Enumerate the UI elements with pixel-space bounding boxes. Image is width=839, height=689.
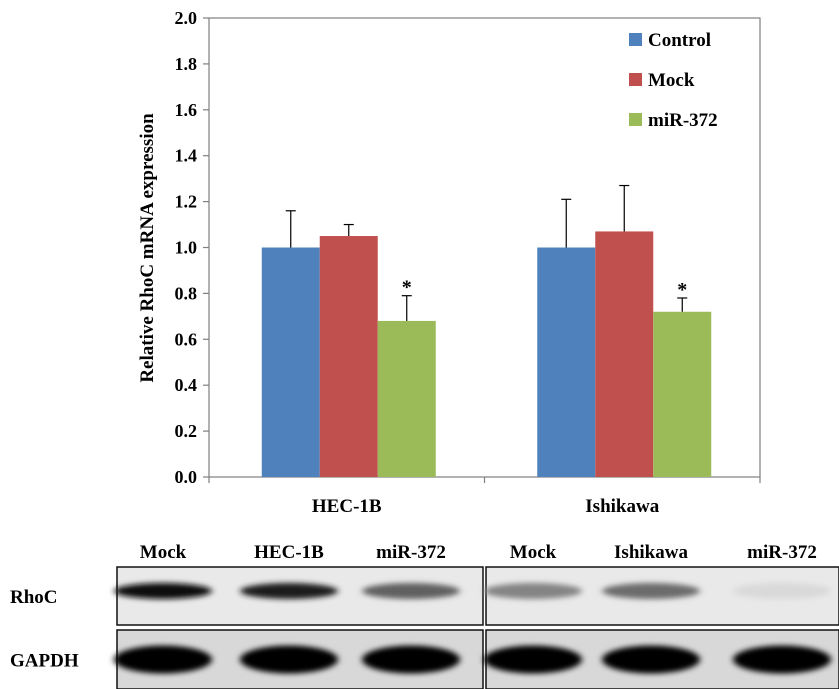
blot-band [362, 645, 460, 674]
blot-lane-label: Ishikawa [614, 542, 688, 563]
blot-band [240, 645, 338, 674]
blot-band [602, 645, 700, 674]
y-axis-label: Relative RhoC mRNA expression [137, 113, 158, 383]
blot-band [733, 645, 831, 674]
blot-lane-label: Mock [510, 542, 557, 563]
x-tick-label: HEC-1B [312, 496, 382, 517]
blot-band [114, 583, 212, 599]
blot-row-label: RhoC [10, 587, 58, 608]
bar-chart: Relative RhoC mRNA expression 0.0 0.2 0.4 0… [137, 8, 761, 517]
blot-band [484, 583, 582, 599]
significance-star: * [677, 279, 687, 301]
y-tick-label: 0.2 [175, 421, 198, 441]
y-tick-label: 0.4 [175, 375, 198, 395]
bar [377, 320, 436, 477]
x-tick-label: Ishikawa [585, 496, 659, 517]
legend-label: miR-372 [648, 110, 718, 131]
blot-band [362, 583, 460, 599]
blot-band [484, 645, 582, 674]
bar [537, 247, 596, 477]
bar [595, 231, 654, 477]
bar [261, 247, 320, 477]
bar [653, 311, 712, 477]
blot-lane-label: miR-372 [376, 542, 446, 563]
blot-row-label: GAPDH [10, 651, 79, 672]
legend-swatch [629, 73, 642, 86]
bar [319, 236, 378, 477]
y-tick-label: 1.0 [175, 238, 198, 258]
y-tick-label: 0.0 [175, 467, 198, 487]
blot-lane-label: HEC-1B [254, 542, 324, 563]
legend-label: Control [648, 30, 711, 51]
y-tick-label: 1.2 [175, 192, 198, 212]
blot-lane-label: miR-372 [747, 542, 817, 563]
blot-band [733, 583, 831, 599]
significance-star: * [402, 277, 412, 299]
y-tick-label: 1.8 [175, 54, 198, 74]
legend-swatch [629, 33, 642, 46]
blot-band [114, 645, 212, 674]
blot-band [602, 583, 700, 599]
y-tick-label: 1.4 [175, 146, 198, 166]
blot-band [240, 583, 338, 599]
y-tick-label: 0.8 [175, 283, 198, 303]
blot-lane-label: Mock [140, 542, 187, 563]
y-tick-label: 0.6 [175, 329, 198, 349]
y-tick-label: 1.6 [175, 100, 198, 120]
legend-swatch [629, 113, 642, 126]
legend-label: Mock [648, 70, 695, 91]
y-tick-label: 2.0 [175, 8, 198, 28]
